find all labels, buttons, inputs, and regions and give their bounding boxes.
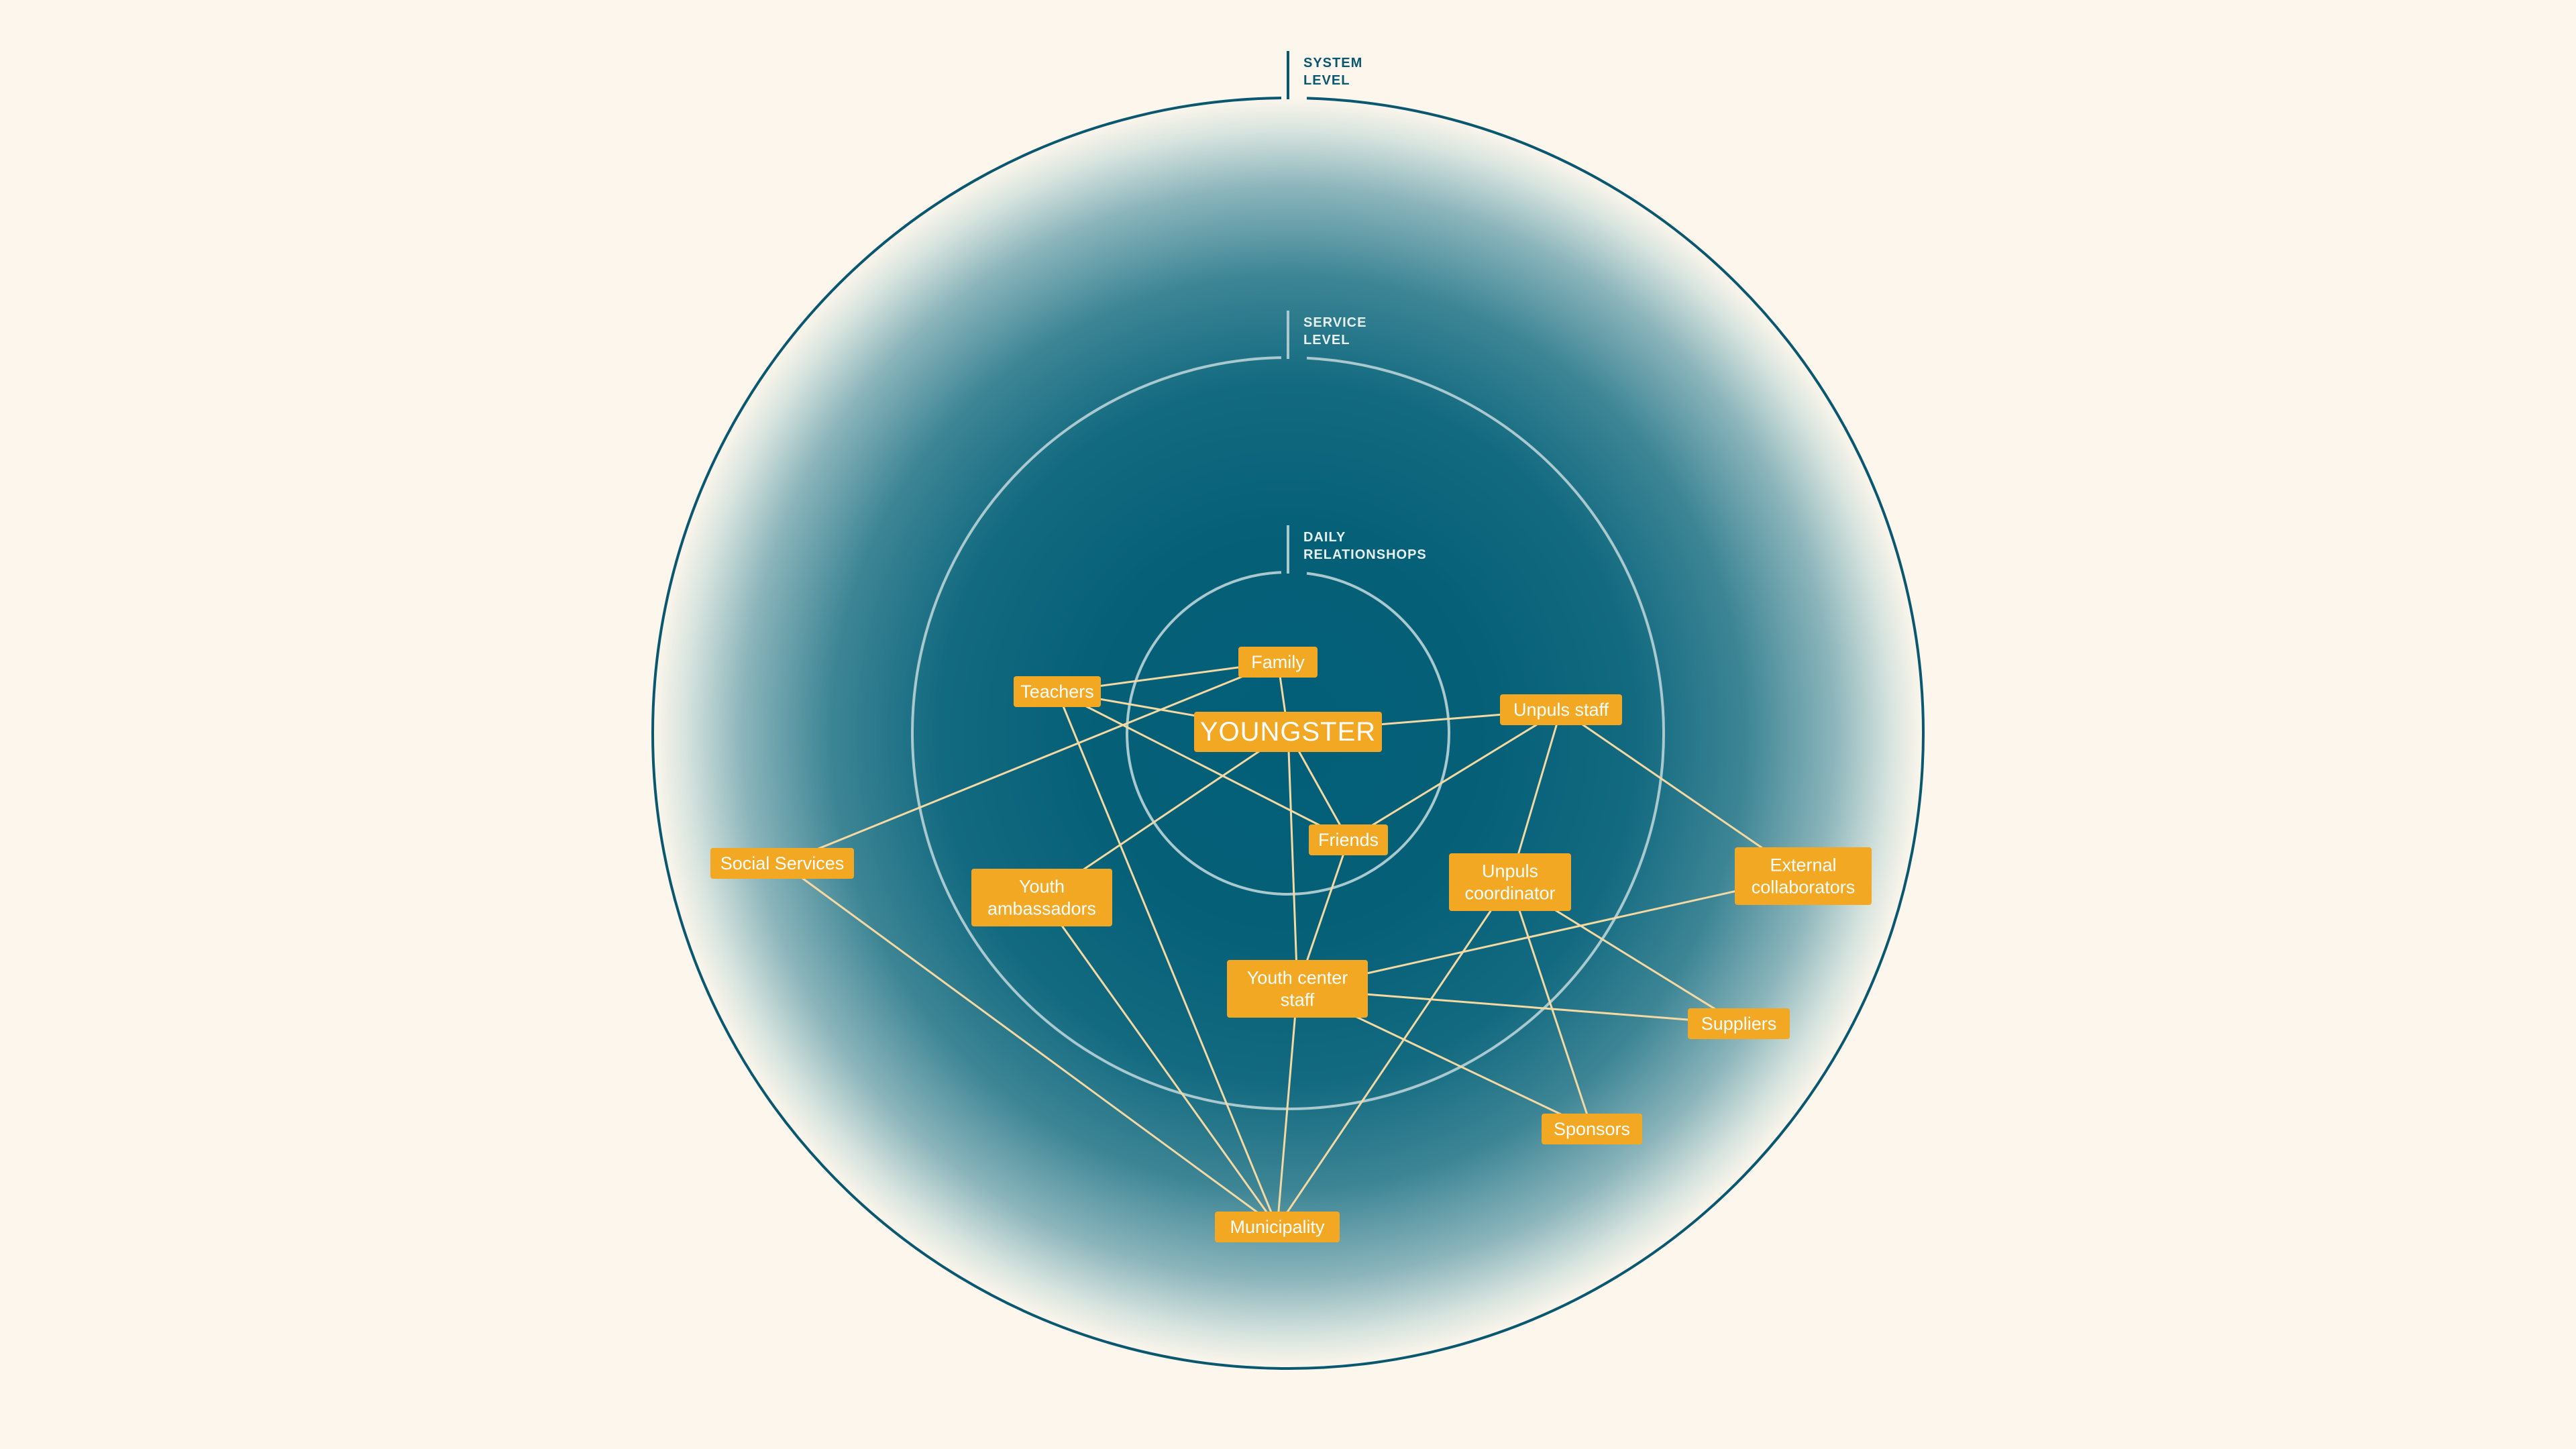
node-label: Youth center staff	[1247, 968, 1348, 1010]
node-municipality: Municipality	[1215, 1212, 1340, 1242]
edge-youth_center_staff-external_collaborators	[1296, 875, 1805, 990]
edge-teachers-municipality	[1056, 690, 1279, 1228]
node-unpuls-staff: Unpuls staff	[1500, 694, 1622, 725]
node-label: Friends	[1318, 830, 1379, 850]
node-social-services: Social Services	[710, 848, 854, 879]
node-label: YOUNGSTER	[1200, 717, 1376, 747]
node-label: Unpuls staff	[1513, 700, 1609, 720]
node-teachers: Teachers	[1014, 676, 1101, 707]
node-label: Family	[1251, 652, 1305, 672]
level-labels: SYSTEM LEVEL SERVICE LEVEL DAILY RELATIONSHOP…	[1287, 51, 1427, 574]
node-label: Sponsors	[1554, 1119, 1630, 1139]
ring-daily	[1126, 571, 1450, 896]
node-box	[1542, 1114, 1642, 1144]
node-box	[1215, 1212, 1340, 1242]
node-label: Youth ambassadors	[987, 877, 1096, 919]
node-box	[1309, 824, 1388, 855]
level-label-system: SYSTEM LEVEL	[1303, 56, 1362, 88]
node-suppliers: Suppliers	[1688, 1008, 1790, 1039]
node-box	[1238, 647, 1318, 678]
node-box	[710, 848, 854, 879]
node-youth-center-staff: Youth center staff	[1227, 960, 1368, 1018]
edge-youth_center_staff-municipality	[1276, 987, 1299, 1228]
node-family: Family	[1238, 647, 1318, 678]
node-youngster: YOUNGSTER	[1194, 712, 1382, 752]
ring-service	[911, 356, 1665, 1110]
node-external-collaborators: External collaborators	[1735, 847, 1872, 905]
node-box	[1735, 847, 1872, 905]
node-unpuls-coordinator: Unpuls coordinator	[1449, 853, 1571, 911]
node-box	[1688, 1008, 1790, 1039]
node-friends: Friends	[1309, 824, 1388, 855]
edge-youth_ambassadors-municipality	[1040, 896, 1279, 1228]
stakeholder-nodes: YOUNGSTER Family Teachers Unpuls staff Frien…	[710, 647, 1872, 1242]
edge-teachers-friends	[1056, 690, 1350, 841]
edge-social_services-municipality	[781, 862, 1279, 1228]
node-box	[1449, 853, 1571, 911]
edge-youngster-youth_center_staff	[1287, 731, 1299, 990]
node-label: Municipality	[1230, 1217, 1325, 1237]
node-sponsors: Sponsors	[1542, 1114, 1642, 1144]
node-box	[971, 869, 1112, 926]
node-label: Unpuls coordinator	[1464, 861, 1555, 904]
ring-system	[651, 97, 1925, 1370]
node-box	[1227, 960, 1368, 1018]
node-label: External collaborators	[1752, 855, 1856, 898]
node-youth-ambassadors: Youth ambassadors	[971, 869, 1112, 926]
level-label-service: SERVICE LEVEL	[1303, 315, 1366, 347]
edge-unpuls_coordinator-municipality	[1276, 881, 1511, 1228]
node-label: Social Services	[720, 853, 845, 873]
edge-family-social_services	[781, 661, 1279, 865]
node-box	[1014, 676, 1101, 707]
node-label: Teachers	[1020, 682, 1094, 702]
edge-unpuls_staff-friends	[1347, 708, 1562, 841]
level-rings	[651, 97, 1925, 1370]
node-box	[1500, 694, 1622, 725]
node-label: Suppliers	[1701, 1014, 1777, 1034]
edge-youth_center_staff-suppliers	[1296, 987, 1740, 1025]
edge-unpuls_coordinator-sponsors	[1509, 881, 1593, 1130]
level-label-daily: DAILY RELATIONSHOPS	[1303, 530, 1427, 562]
node-box	[1194, 712, 1382, 752]
